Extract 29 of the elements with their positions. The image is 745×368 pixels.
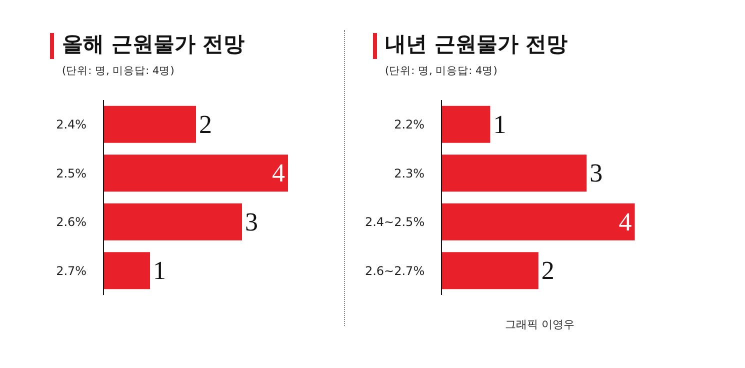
data-label: 1 [493, 110, 506, 139]
bar [442, 252, 538, 290]
bar [104, 106, 196, 143]
bar [442, 203, 635, 240]
chart-title: 내년 근원물가 전망 [385, 31, 568, 58]
chart-title: 올해 근원물가 전망 [62, 31, 245, 58]
y-tick-label: 2.6~2.7% [364, 264, 425, 278]
y-tick-label: 2.3% [394, 166, 425, 180]
text: 그래픽 이영우 [505, 317, 574, 332]
y-tick-label: 2.7% [56, 264, 87, 278]
chart-subtitle: (단위: 명, 미응답: 4명) [62, 64, 174, 78]
bar [104, 252, 150, 290]
y-tick-label: 2.2% [394, 118, 425, 132]
bar [442, 106, 490, 143]
bar [442, 154, 587, 192]
data-label: 4 [618, 207, 632, 236]
y-tick-label: 2.5% [56, 166, 87, 180]
data-label: 3 [590, 158, 603, 188]
y-tick-label: 2.4% [56, 118, 87, 132]
data-label: 4 [272, 158, 285, 188]
y-tick-label: 2.6% [56, 215, 87, 230]
data-label: 2 [199, 110, 212, 139]
y-tick-label: 2.4~2.5% [364, 215, 425, 230]
data-label: 3 [245, 207, 258, 236]
bar [104, 203, 242, 240]
data-label: 2 [541, 256, 554, 286]
chart-subtitle: (단위: 명, 미응답: 4명) [385, 64, 498, 78]
bar [104, 154, 288, 192]
data-label: 1 [153, 256, 166, 286]
